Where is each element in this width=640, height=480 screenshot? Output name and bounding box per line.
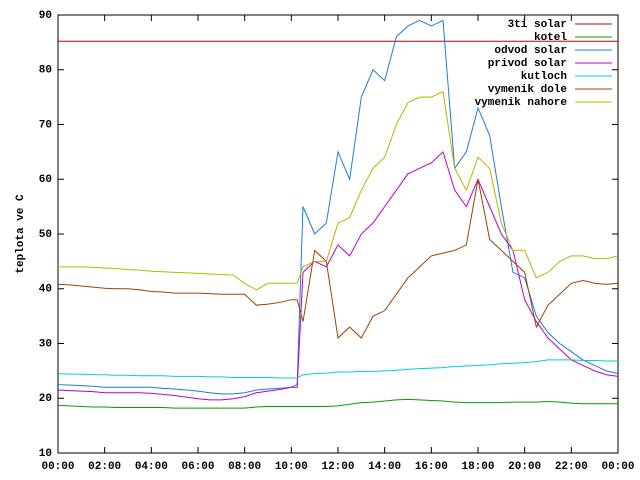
- x-tick-label: 08:00: [228, 461, 261, 473]
- legend-label: vymenik nahore: [475, 97, 568, 109]
- legend-label: vymenik dole: [488, 84, 568, 96]
- series-line: [57, 150, 619, 401]
- y-tick-label: 70: [39, 119, 52, 131]
- series-line: [57, 19, 619, 395]
- series-line: [58, 90, 619, 291]
- x-tick-label: 14:00: [368, 461, 401, 473]
- y-tick-label: 60: [39, 174, 52, 186]
- y-tick-label: 40: [39, 284, 52, 296]
- y-tick-label: 90: [39, 10, 52, 22]
- x-tick-label: 04:00: [135, 461, 168, 473]
- x-tick-label: 16:00: [415, 461, 448, 473]
- series-line: [57, 398, 618, 409]
- x-tick-label: 22:00: [555, 461, 588, 473]
- legend-label: odvod solar: [494, 45, 567, 57]
- legend-label: kutloch: [521, 71, 567, 83]
- y-tick-label: 30: [39, 338, 52, 350]
- y-tick-label: 10: [39, 448, 52, 460]
- x-tick-label: 20:00: [508, 461, 541, 473]
- x-tick-label: 06:00: [181, 461, 214, 473]
- legend-label: 3ti solar: [508, 19, 567, 31]
- legend-label: kotel: [534, 32, 567, 44]
- x-tick-label: 00:00: [41, 461, 74, 473]
- x-tick-label: 18:00: [461, 461, 494, 473]
- series-line: [57, 179, 619, 340]
- x-tick-label: 02:00: [88, 461, 121, 473]
- y-tick-label: 80: [39, 65, 52, 77]
- y-axis-label: teplota ve C: [15, 194, 27, 274]
- y-tick-label: 20: [39, 393, 52, 405]
- x-tick-label: 10:00: [275, 461, 308, 473]
- x-tick-label: 00:00: [601, 461, 634, 473]
- series-line: [57, 359, 618, 379]
- legend-label: privod solar: [488, 58, 567, 70]
- x-tick-label: 12:00: [321, 461, 354, 473]
- y-tick-label: 50: [39, 229, 52, 241]
